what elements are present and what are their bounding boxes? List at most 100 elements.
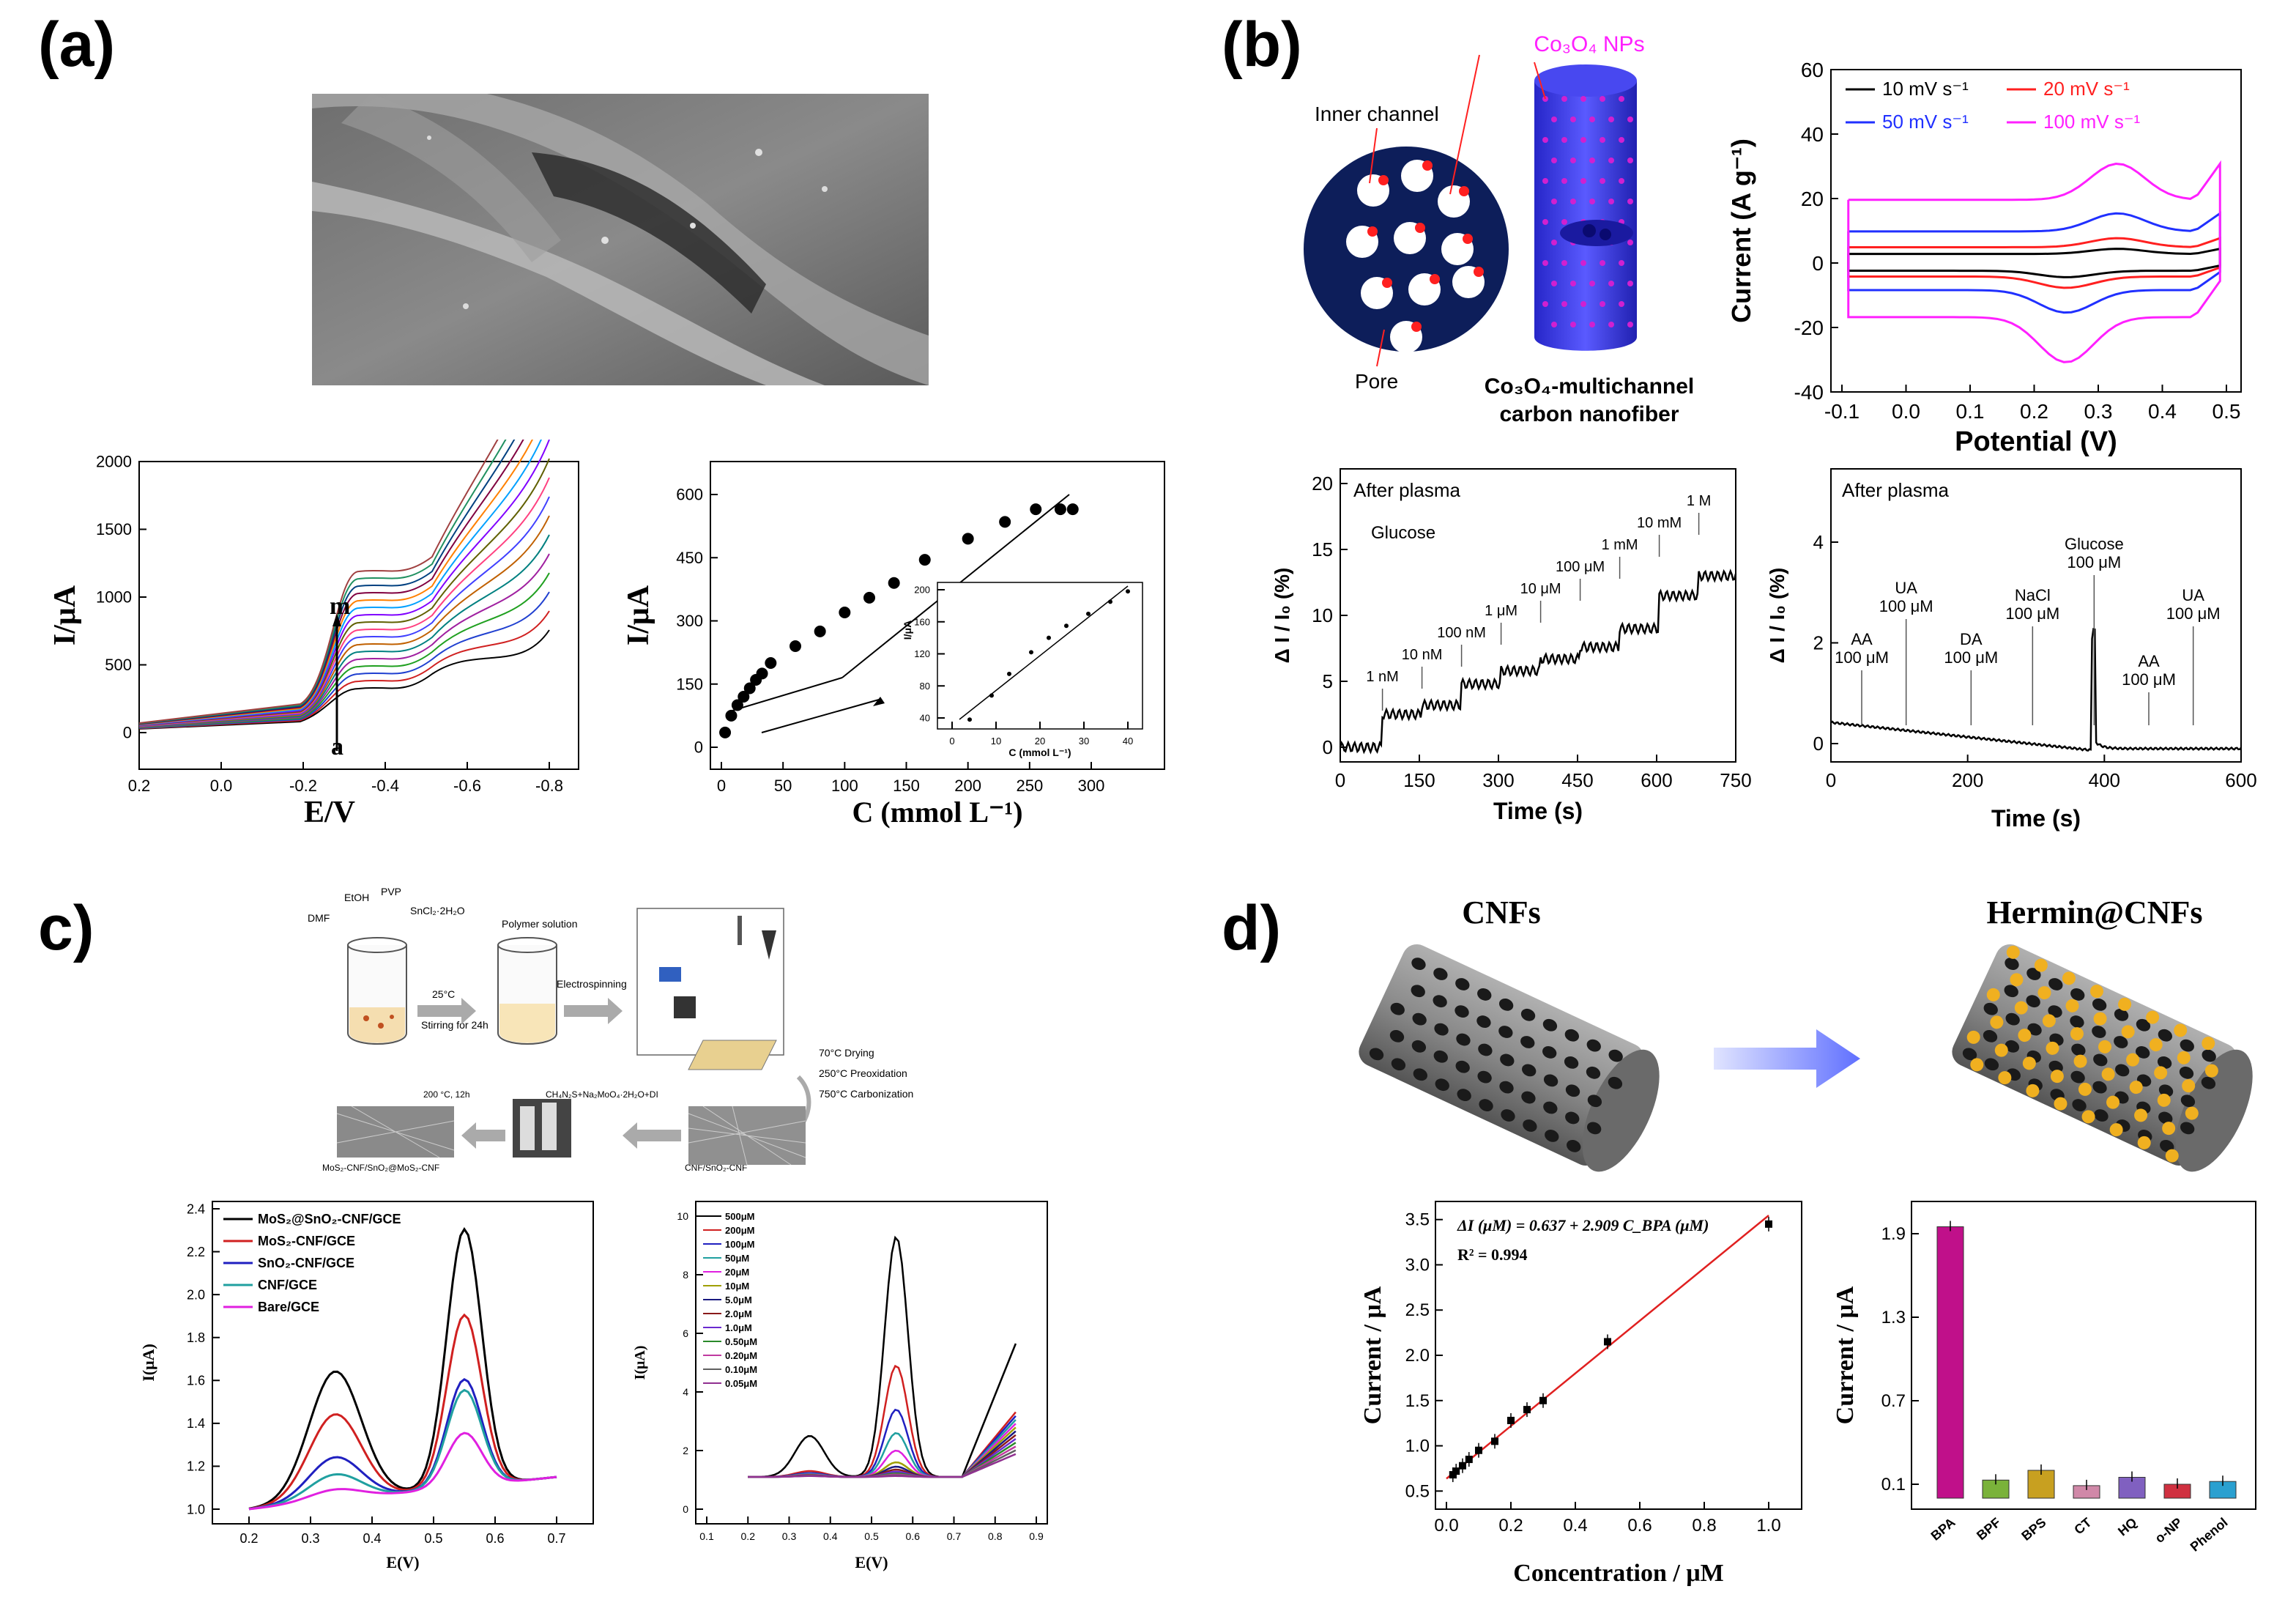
a-cv-curve: [138, 440, 542, 726]
a-cal-point: [888, 577, 900, 589]
hemin-particle: [2134, 1108, 2148, 1122]
a-cal-inset-point: [1126, 589, 1130, 594]
fiber-np-dot: [1367, 226, 1378, 237]
a-cal-xtick: 200: [954, 777, 981, 795]
cnf-pore: [1564, 1029, 1580, 1042]
cnf-pore: [2026, 968, 2041, 980]
c-dpv1-ytick: 1.0: [187, 1502, 205, 1516]
cnf-pore: [2180, 1039, 2194, 1052]
cylinder-np-dot: [1619, 96, 1624, 102]
a-cv-curve: [138, 440, 507, 725]
cylinder-np-dot: [1627, 322, 1633, 327]
c-dpv1-chart: 0.2 0.3 0.4 0.5 0.6 0.7 1.0 1.2 1.4 1.6 1.8 2.0 2.2 2…: [139, 1201, 594, 1571]
a-cal-inset-xlabel: C (mmol L⁻¹): [1008, 747, 1071, 758]
a-cal-inset-point: [1086, 611, 1091, 616]
cylinder-np-dot: [1570, 281, 1576, 286]
d-bar-chart: 0.1 0.7 1.3 1.9 BPA BPF BPS CT HQ o-NP Phenol Cur…: [1832, 1201, 2256, 1555]
hemin-particle: [2146, 1010, 2160, 1024]
cnf-pore: [1435, 1078, 1449, 1092]
cnf-pore: [1543, 1074, 1558, 1087]
cylinder-np-dot: [1589, 158, 1595, 163]
cylinder-np-dot: [1608, 322, 1614, 327]
cylinder-np-dot: [1627, 240, 1633, 245]
b-time2-title: After plasma: [1842, 479, 1949, 501]
cylinder-np-dot: [1542, 137, 1548, 143]
cnf-pore: [2070, 988, 2085, 1001]
cnf-pore: [1586, 1039, 1601, 1052]
b-time1-step-label: 100 nM: [1437, 625, 1486, 641]
b-time1-step-label: 100 μM: [1556, 559, 1605, 575]
a-cal-point: [719, 726, 732, 738]
cylinder-np-dot: [1580, 96, 1586, 102]
c-dpv1-curve: [248, 1313, 557, 1510]
hemin-particle: [2022, 1056, 2036, 1070]
cnf-pore: [2136, 1018, 2151, 1032]
panel-label-a: (a): [38, 10, 116, 80]
c-drying: 70°C Drying: [819, 1047, 874, 1059]
d-fit-ytick: 2.0: [1405, 1346, 1430, 1366]
b-cv-legend-label: 10 mV s⁻¹: [1882, 78, 1969, 100]
b-time1-ytick: 20: [1312, 473, 1333, 495]
b-fiber-caption-2: carbon nanofiber: [1499, 402, 1679, 426]
a-cal-inset-ytick: 120: [914, 648, 930, 659]
c-dpv2-legend-label: 0.50μM: [725, 1336, 757, 1347]
cnf-pore: [1389, 1029, 1405, 1042]
cnf-pore: [2158, 1084, 2174, 1097]
d-fit-xtick: 1.0: [1756, 1516, 1780, 1536]
c-dpv1-legend-label: CNF/GCE: [258, 1278, 317, 1292]
cnf-pore: [2005, 1012, 2020, 1026]
b-cv-chart: -0.1 0.0 0.1 0.2 0.3 0.4 0.5 -40 -20 0 20 40 60 10 m…: [1728, 59, 2242, 457]
d-fit-ytick: 3.0: [1405, 1255, 1430, 1275]
cnf-pore: [1542, 1018, 1558, 1032]
hemin-particle: [2089, 985, 2103, 999]
c-dpv1-xtick: 0.5: [424, 1531, 442, 1546]
cylinder-np-dot: [1551, 199, 1557, 204]
cylinder-np-dot: [1580, 301, 1586, 307]
b-cv-xtick: 0.2: [2020, 400, 2048, 423]
a-cv-ytick: 500: [105, 656, 132, 674]
c-carb: 750°C Carbonization: [819, 1088, 913, 1100]
c-sncl: SnCl₂·2H₂O: [410, 905, 465, 916]
a-cv-ytick: 0: [123, 724, 132, 742]
cylinder-np-dot: [1627, 199, 1633, 204]
hemin-particle: [2078, 1082, 2092, 1096]
a-cal-xtick: 100: [831, 777, 858, 795]
c-dpv1-legend-label: Bare/GCE: [258, 1300, 319, 1314]
b-pore-label: Pore: [1355, 370, 1398, 393]
cnf-pore: [1411, 958, 1426, 970]
hemin-particle: [2050, 1070, 2064, 1084]
c-dpv2-curve: [748, 1364, 1017, 1478]
b-cv-xtick: -0.1: [1824, 400, 1860, 423]
b-time2-xtick: 200: [1952, 769, 1983, 791]
cnf-pore: [2135, 1046, 2150, 1059]
cylinder-np-dot: [1551, 240, 1557, 245]
a-cal-point: [814, 625, 826, 637]
cnf-pore: [2179, 1066, 2194, 1079]
a-cal-point: [962, 533, 974, 545]
b-fiber-caption-1: Co₃O₄-multichannel: [1485, 374, 1695, 399]
b-time1-xtick: 150: [1403, 769, 1435, 791]
a-cv-arrow-bottom: a: [331, 733, 343, 760]
a-cal-xtick: 300: [1078, 777, 1105, 795]
c-dpv1-xtick: 0.2: [239, 1531, 258, 1546]
b-time1-ytick: 0: [1323, 736, 1333, 758]
c-dpv2-xtick: 0.6: [906, 1530, 921, 1542]
cnf-pore: [2048, 1005, 2062, 1018]
c-dpv2-legend-label: 2.0μM: [725, 1308, 752, 1319]
b-time2-xtick: 400: [2089, 769, 2120, 791]
b-time1-analyte: Glucose: [1371, 523, 1435, 543]
b-cv-ytick: 0: [1812, 252, 1824, 275]
cnf-pore: [1565, 1084, 1580, 1097]
cnf-pore: [1522, 1064, 1537, 1077]
a-cal-inset-ytick: 200: [914, 585, 930, 596]
b-time2-ann-conc: 100 μM: [2005, 604, 2059, 623]
cnf-pore: [2048, 1060, 2063, 1073]
c-dpv1-xtick: 0.7: [547, 1531, 565, 1546]
b-time1-xtick: 0: [1335, 769, 1345, 791]
cylinder-np-dot: [1542, 178, 1548, 184]
cnf-pore: [1455, 978, 1470, 990]
b-cv-curve: [1847, 236, 2221, 289]
cylinder-np-dot: [1627, 158, 1633, 163]
d-fit-point: [1491, 1437, 1498, 1445]
